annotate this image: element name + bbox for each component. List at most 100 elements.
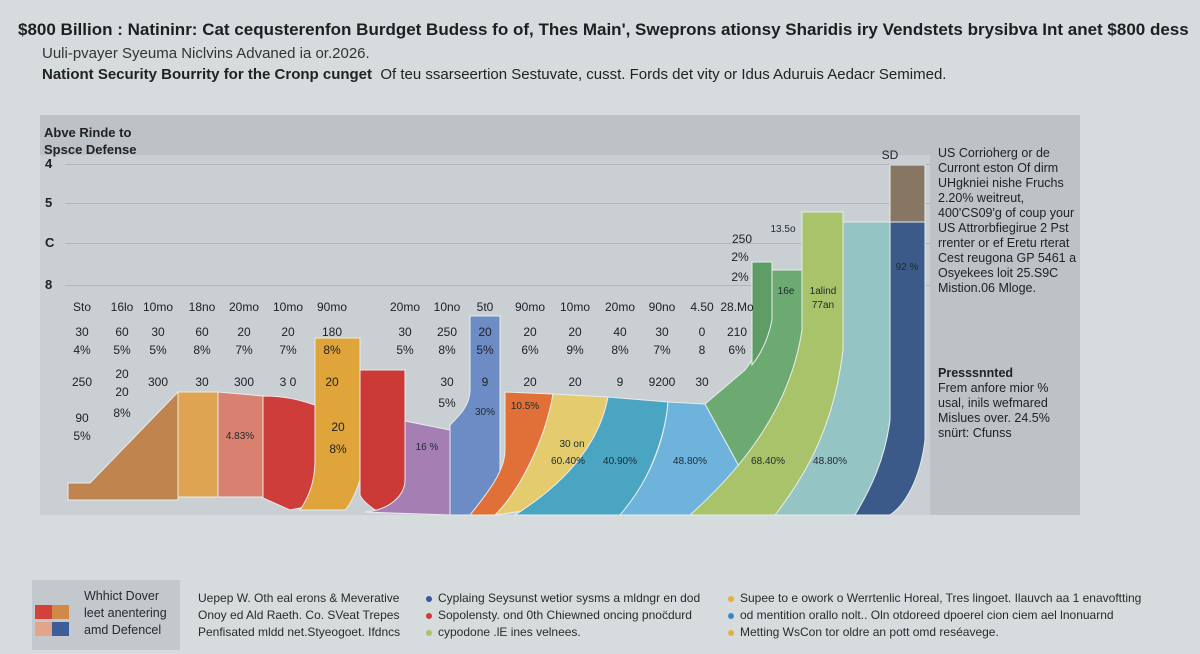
percent-label: 7% [235, 343, 253, 357]
chart-segment [889, 164, 926, 223]
value-label: 30 [655, 325, 669, 339]
legend-swatch [52, 605, 69, 619]
percent-label: 5% [73, 429, 91, 443]
x-category-label: 10mo [142, 300, 174, 314]
gridline [65, 203, 930, 204]
gridline [65, 164, 930, 165]
segment-label: 30 on [559, 439, 585, 450]
percent-label: 5% [113, 343, 131, 357]
value-label: 250 [436, 325, 458, 339]
x-category-label: 10no [433, 300, 461, 314]
chart-segment [67, 390, 179, 501]
x-category-label: 10mo [272, 300, 304, 314]
chart-segment [364, 420, 451, 516]
x-category-label: 5t0 [476, 300, 494, 314]
gridline [65, 285, 930, 286]
percent-label: 5% [149, 343, 167, 357]
segment-label: 40.90% [603, 456, 637, 467]
chart-title: Abve Rinde to Spsce Defense [44, 125, 137, 157]
value-label: 20 [115, 385, 129, 399]
legend-item: Metting WsCon tor oldre an pott omd resé… [728, 624, 1141, 641]
legend-item-label: Metting WsCon tor oldre an pott omd resé… [740, 625, 999, 639]
percent-label: 8% [611, 343, 629, 357]
value-label: 9 [616, 375, 624, 389]
chart-header-band [40, 115, 1080, 155]
side-note-2-text: Frem anfore mior % usal, inils wefmared … [938, 381, 1050, 440]
value-label: 60 [195, 325, 209, 339]
value-label: 300 [147, 375, 169, 389]
x-category-label: 28.Mo [720, 300, 754, 314]
chart-segment [751, 261, 773, 367]
percent-label: 4% [73, 343, 91, 357]
x-category-label: 20mo [389, 300, 421, 314]
chart-segment [262, 395, 316, 511]
legend-item: Supee to e owork o Werrtenlic Horeal, Tr… [728, 590, 1141, 607]
value-label: 60 [115, 325, 129, 339]
legend-item: Sopolensty. ond 0th Chiewned oncing pnoc… [426, 607, 700, 624]
y-tick-label: 8 [45, 277, 53, 292]
x-category-label: 4.50 [690, 300, 714, 314]
chart-segment [513, 396, 669, 516]
side-panel [930, 140, 1080, 515]
value-label: 20 [115, 367, 129, 381]
legend-bullet-icon [426, 629, 432, 636]
value-label: 30 [195, 375, 209, 389]
value-label: 30 [398, 325, 412, 339]
segment-label: 48.80% [673, 456, 707, 467]
percent-label: 8% [323, 343, 341, 357]
legend-text: Uepep W. Oth eal erons & Meverative [198, 591, 400, 605]
subtitle-bold: Nationt Security Bourrity for the Cronp … [42, 66, 373, 83]
side-note-text: US Corrioherg or de Curront eston Of dir… [938, 146, 1077, 295]
percent-label: 6% [521, 343, 539, 357]
value-label: 30 [440, 375, 454, 389]
value-label: 9 [481, 375, 489, 389]
percent-label: 8% [113, 406, 131, 420]
side-note-2: Presssnnted Frem anfore mior % usal, ini… [938, 366, 1078, 441]
legend-item-label: Sopolensty. ond 0th Chiewned oncing pnoc… [438, 608, 692, 622]
legend-text: Penfisated mldd net.Styeogoet. Ifdncs [198, 625, 401, 639]
segment-label: 48.80% [813, 456, 847, 467]
value-label: 13.5o [770, 224, 796, 235]
value-label: 0 [698, 325, 706, 339]
value-label: 250 [731, 232, 753, 246]
series-label: SD [881, 148, 899, 162]
legend-item-label: od mentition orallo nolt.. Oln otdoreed … [740, 608, 1114, 622]
value-label: 20 [325, 375, 339, 389]
segment-label: 77an [811, 300, 835, 311]
chart-segment [217, 391, 264, 498]
legend-bullet-icon [426, 595, 432, 602]
chart-segment [299, 337, 361, 511]
legend-text: Onoy ed Ald Raeth. Co. SVeat Trepes [198, 608, 400, 622]
legend-bullet-icon [728, 595, 734, 602]
segment-label: 1alind [809, 286, 837, 297]
value-label: 40 [613, 325, 627, 339]
legend-item-label: Supee to e owork o Werrtenlic Horeal, Tr… [740, 591, 1142, 605]
segment-label: 60.40% [551, 456, 585, 467]
percent-label: 2% [731, 270, 749, 284]
legend-swatch [35, 605, 52, 619]
value-label: 20 [281, 325, 295, 339]
value-label: 3 0 [279, 375, 297, 389]
x-category-label: 20mo [604, 300, 636, 314]
percent-label: 8% [438, 343, 456, 357]
value-label: 20 [568, 375, 582, 389]
percent-label: 8% [193, 343, 211, 357]
page-title: $800 Billion : Natininr: Cat cequsterenf… [18, 20, 1189, 39]
value-label: 90 [75, 411, 89, 425]
percent-label: 2% [731, 250, 749, 264]
percent-label: 7% [653, 343, 671, 357]
legend-item: cypodone .lE ines velnees. [426, 624, 700, 641]
legend-bullet-icon [728, 629, 734, 636]
legend-box-line: leet anentering [84, 606, 167, 620]
legend-box-line: amd Defencel [84, 623, 162, 637]
segment-label: 8% [329, 442, 347, 456]
value-label: 30 [151, 325, 165, 339]
x-category-label: 10mo [559, 300, 591, 314]
value-label: 20 [523, 325, 537, 339]
value-label: 20 [523, 375, 537, 389]
side-note: US Corrioherg or de Curront eston Of dir… [938, 146, 1078, 296]
gridline [65, 243, 930, 244]
value-label: 20 [568, 325, 582, 339]
value-label: 20 [478, 325, 492, 339]
